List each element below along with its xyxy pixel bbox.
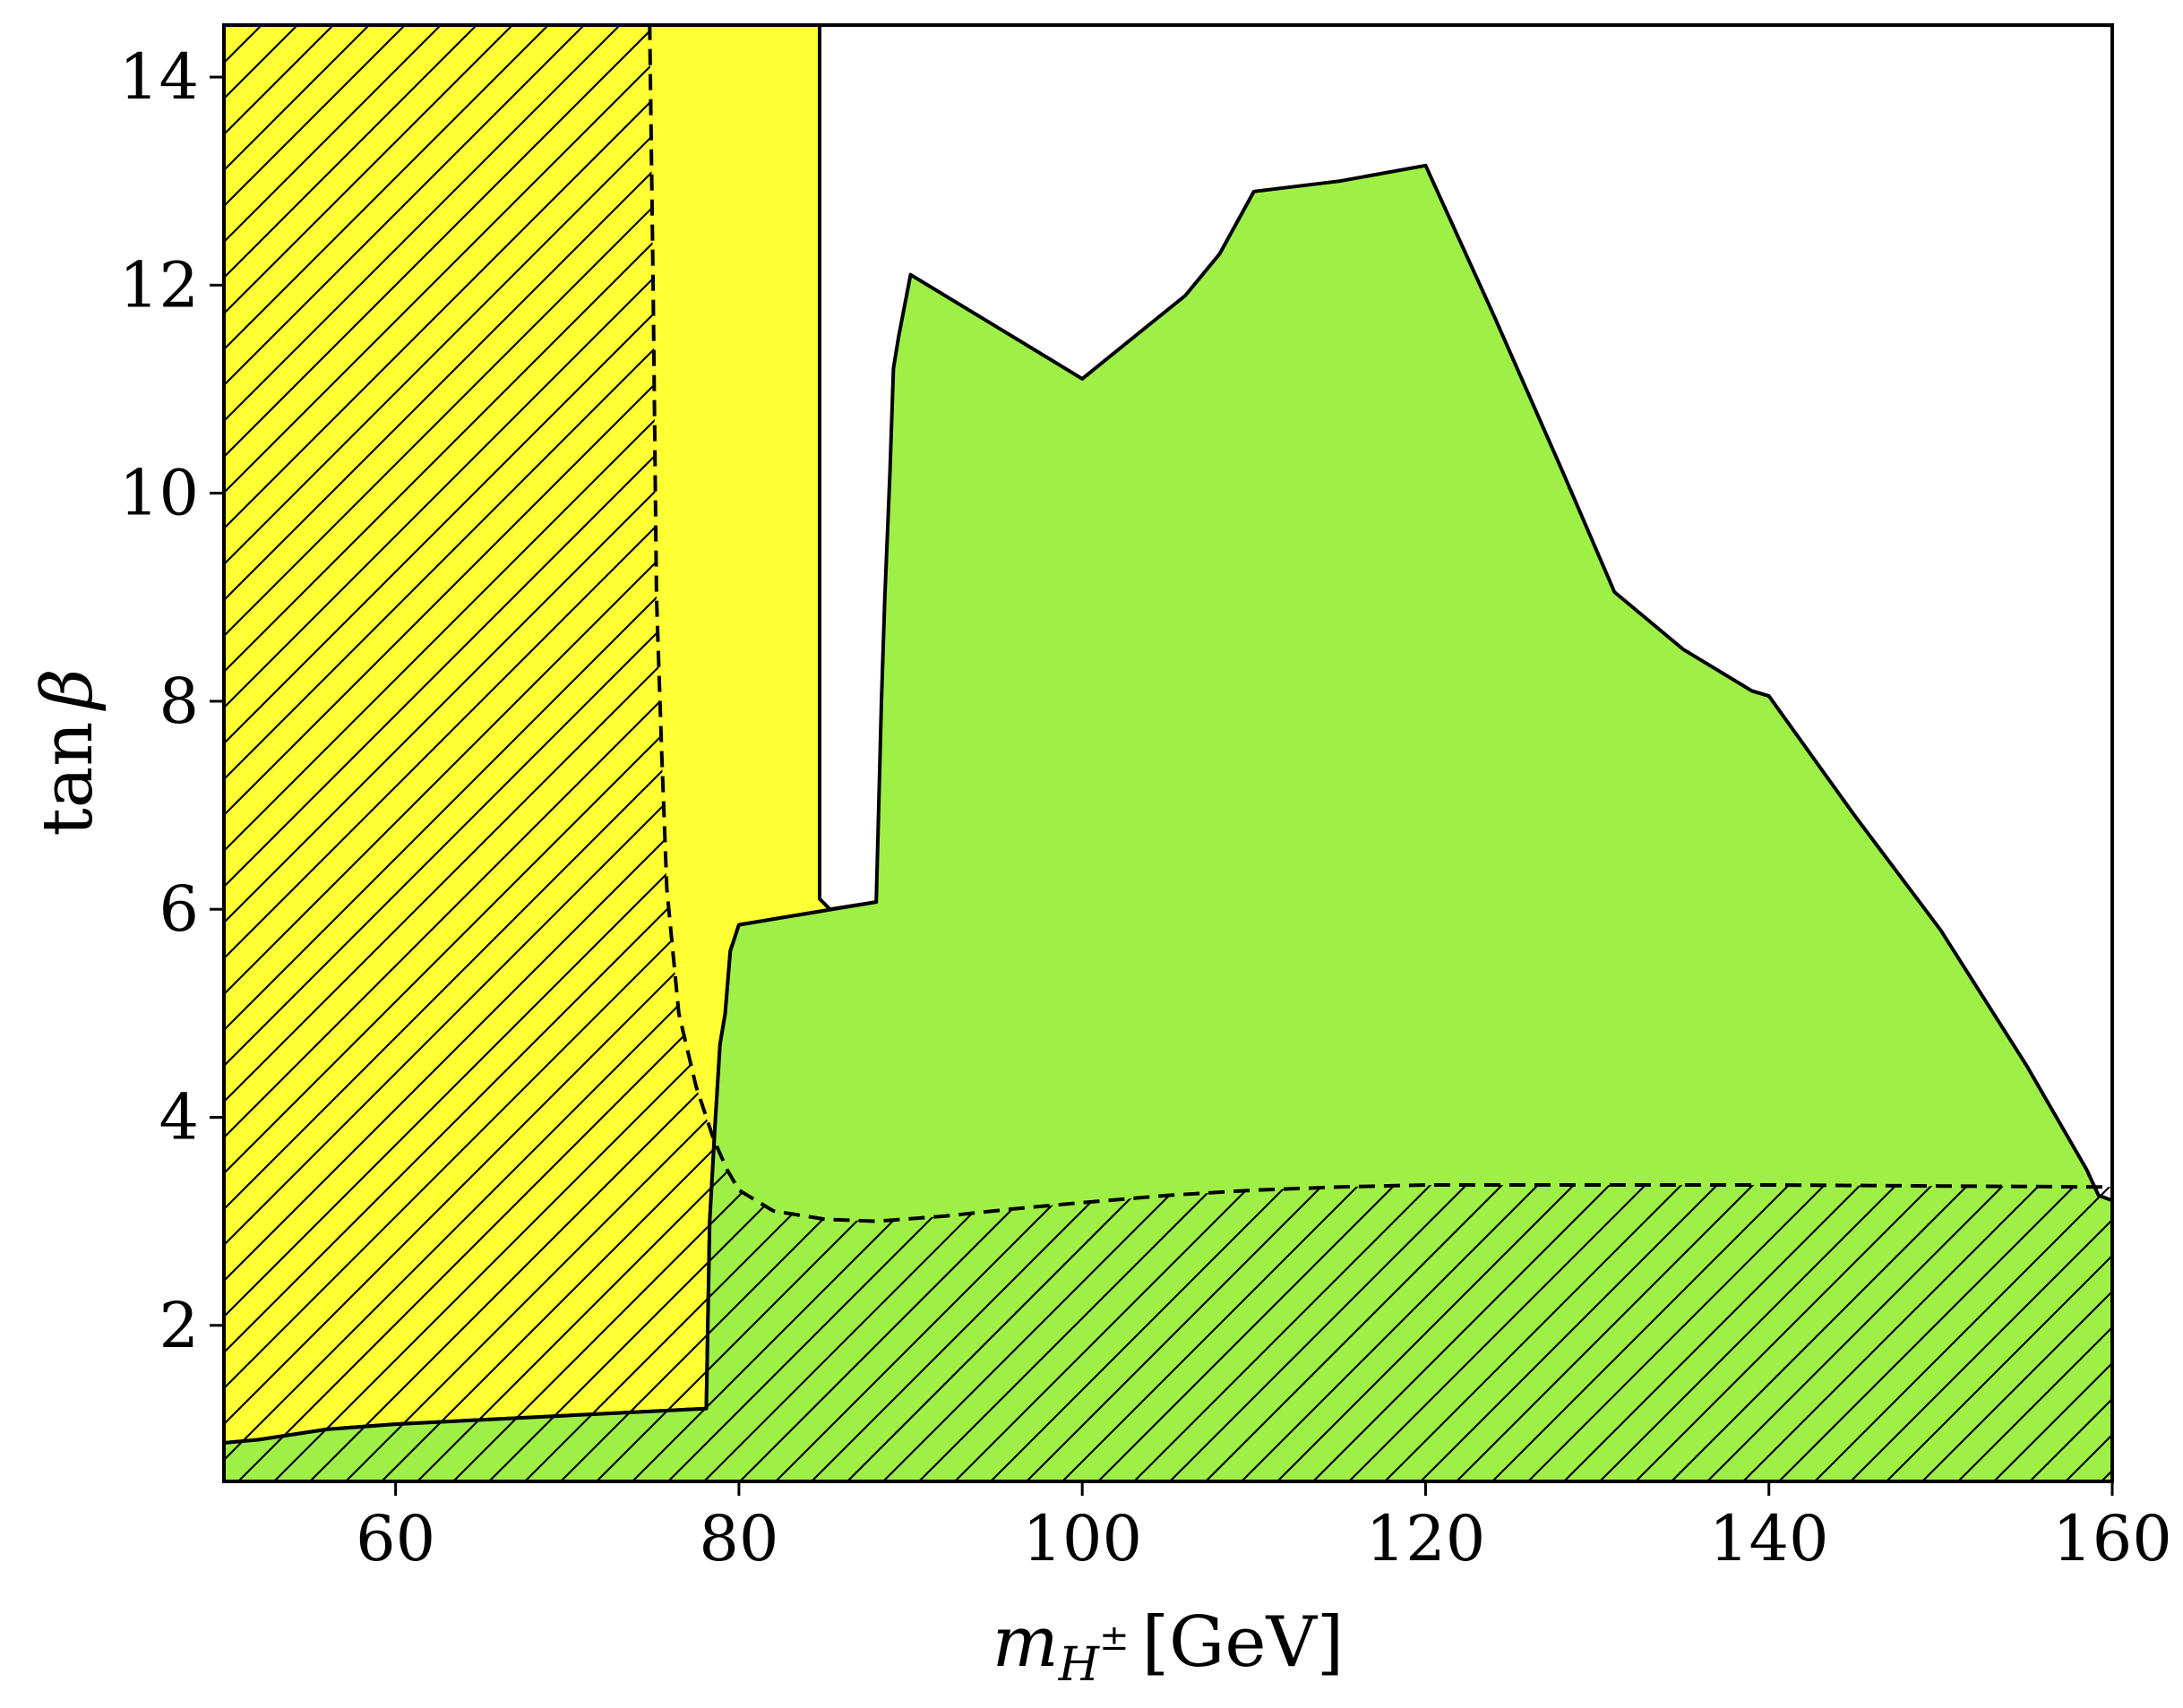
y-tick-label-8: 8 — [159, 665, 199, 738]
x-tick-label-140: 140 — [1709, 1502, 1829, 1575]
x-axis-label-unit: [GeV] — [1142, 1602, 1345, 1683]
x-axis-label: mH± [GeV] — [993, 1602, 1345, 1692]
x-axis-label-main: m — [993, 1602, 1059, 1683]
x-axis-label-sub: H — [1058, 1638, 1101, 1692]
x-tick-label-160: 160 — [2052, 1502, 2172, 1575]
y-tick-label-6: 6 — [159, 872, 199, 946]
y-tick-label-12: 12 — [119, 248, 199, 322]
y-axis: 2 4 6 8 10 12 14 — [119, 40, 224, 1362]
y-tick-label-10: 10 — [119, 457, 199, 530]
y-axis-label-greek: β — [28, 668, 108, 711]
y-axis-label-main: tan — [28, 722, 108, 837]
x-axis-label-sup: ± — [1099, 1618, 1130, 1659]
x-tick-label-80: 80 — [699, 1502, 778, 1575]
x-axis: 60 80 100 120 140 160 — [356, 1481, 2172, 1575]
x-tick-label-60: 60 — [356, 1502, 435, 1575]
y-tick-label-4: 4 — [159, 1081, 199, 1154]
plot-frame — [222, 23, 2114, 1483]
y-axis-label: tan β — [28, 668, 108, 836]
x-tick-label-120: 120 — [1366, 1502, 1486, 1575]
region-hatch-left — [224, 25, 2112, 1481]
x-tick-label-100: 100 — [1022, 1502, 1142, 1575]
hatch-layer — [224, 25, 2112, 1481]
y-tick-label-14: 14 — [119, 40, 199, 114]
y-tick-label-2: 2 — [159, 1289, 199, 1362]
